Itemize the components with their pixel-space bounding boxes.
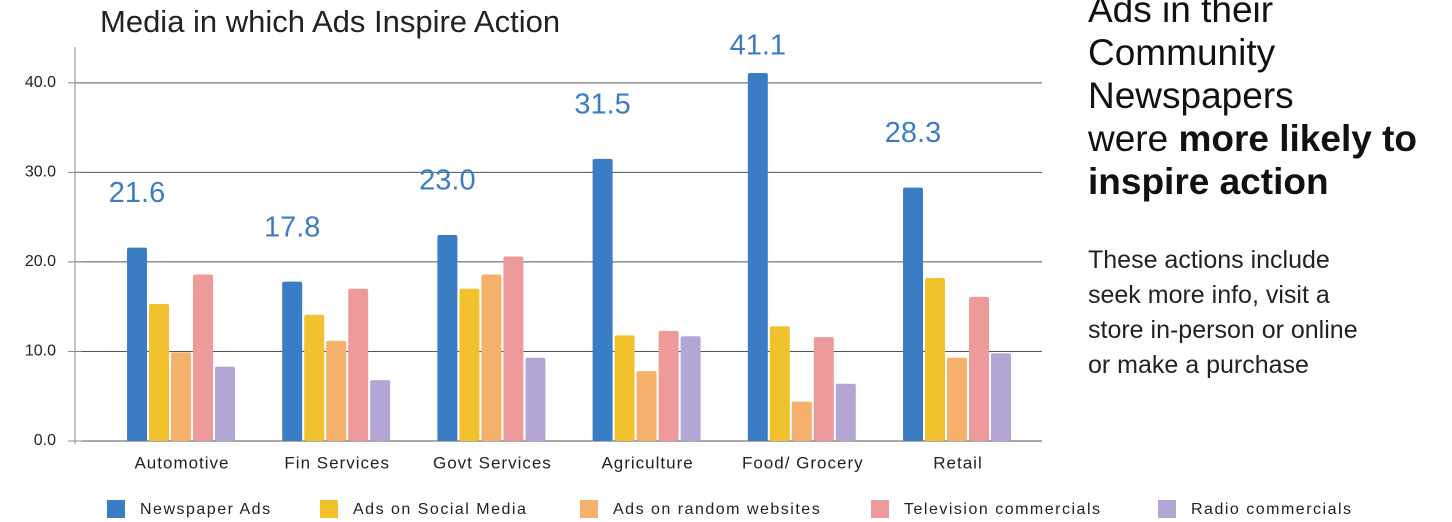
legend-swatch xyxy=(580,500,598,518)
legend-swatch xyxy=(107,500,125,518)
x-tick-label: Automotive xyxy=(134,453,229,472)
bar xyxy=(636,371,657,441)
heading-line: Ads in their xyxy=(1088,0,1274,30)
y-tick-label: 10.0 xyxy=(25,343,56,360)
legend-swatch xyxy=(320,500,338,518)
legend-label: Television commercials xyxy=(904,501,1102,518)
bar xyxy=(348,288,369,441)
bar xyxy=(481,274,502,441)
bar xyxy=(503,256,524,441)
x-tick-label: Govt Services xyxy=(433,453,552,472)
bar xyxy=(282,281,303,441)
legend-label: Ads on random websites xyxy=(613,501,821,518)
x-tick-label: Fin Services xyxy=(284,453,390,472)
heading: Ads in their Community Newspapers were m… xyxy=(1088,0,1452,203)
y-tick-label: 40.0 xyxy=(25,74,56,91)
bar xyxy=(947,357,967,441)
bar xyxy=(459,288,480,441)
bar xyxy=(193,274,213,441)
legend-swatch xyxy=(871,500,889,518)
bar xyxy=(370,380,391,441)
body-line: seek more info, visit a xyxy=(1088,281,1330,309)
bar xyxy=(903,187,923,441)
legend-swatch xyxy=(1158,500,1176,518)
chart-title: Media in which Ads Inspire Action xyxy=(100,4,560,39)
bar xyxy=(791,401,812,441)
bar xyxy=(991,353,1011,441)
heading-bold: inspire action xyxy=(1088,161,1329,202)
heading-line: inspire action xyxy=(1088,160,1452,203)
y-tick-label: 20.0 xyxy=(25,253,56,270)
x-tick-label: Agriculture xyxy=(601,453,693,472)
bar xyxy=(149,303,169,441)
data-label: 41.1 xyxy=(730,30,786,62)
side-text: Ads in their Community Newspapers were m… xyxy=(1088,0,1452,383)
heading-line: were more likely to xyxy=(1088,117,1452,160)
bar xyxy=(215,366,235,441)
data-label: 28.3 xyxy=(885,117,941,149)
bar xyxy=(747,72,768,441)
bar xyxy=(171,352,191,441)
bar xyxy=(525,357,546,441)
legend-label: Radio commercials xyxy=(1191,501,1353,518)
heading-prefix: were xyxy=(1088,118,1169,159)
x-tick-label: Retail xyxy=(933,453,982,472)
data-label: 31.5 xyxy=(574,89,630,121)
y-tick-label: 0.0 xyxy=(34,432,56,449)
bar xyxy=(437,235,458,441)
bar xyxy=(813,337,834,441)
bar xyxy=(326,340,347,441)
legend-label: Ads on Social Media xyxy=(353,501,527,518)
legend-label: Newspaper Ads xyxy=(140,501,272,518)
body-line: or make a purchase xyxy=(1088,351,1309,379)
bar xyxy=(658,330,679,441)
data-label: 21.6 xyxy=(109,177,165,209)
data-label: 17.8 xyxy=(264,211,320,243)
body-line: store in-person or online xyxy=(1088,316,1358,344)
bar xyxy=(680,336,701,441)
bar xyxy=(835,383,856,441)
bar xyxy=(614,335,635,441)
body-text: These actions include seek more info, vi… xyxy=(1088,243,1452,383)
bar xyxy=(769,326,790,441)
heading-bold: more likely to xyxy=(1178,118,1418,159)
heading-line: Newspapers xyxy=(1088,75,1294,116)
data-label: 23.0 xyxy=(419,165,475,197)
heading-line: Community xyxy=(1088,32,1276,73)
body-line: These actions include xyxy=(1088,246,1330,274)
bar xyxy=(925,278,945,441)
y-tick-label: 30.0 xyxy=(25,164,56,181)
bar xyxy=(304,314,325,441)
bar xyxy=(127,247,147,441)
bar xyxy=(592,158,613,441)
x-tick-label: Food/ Grocery xyxy=(742,453,864,472)
bar xyxy=(969,296,989,441)
